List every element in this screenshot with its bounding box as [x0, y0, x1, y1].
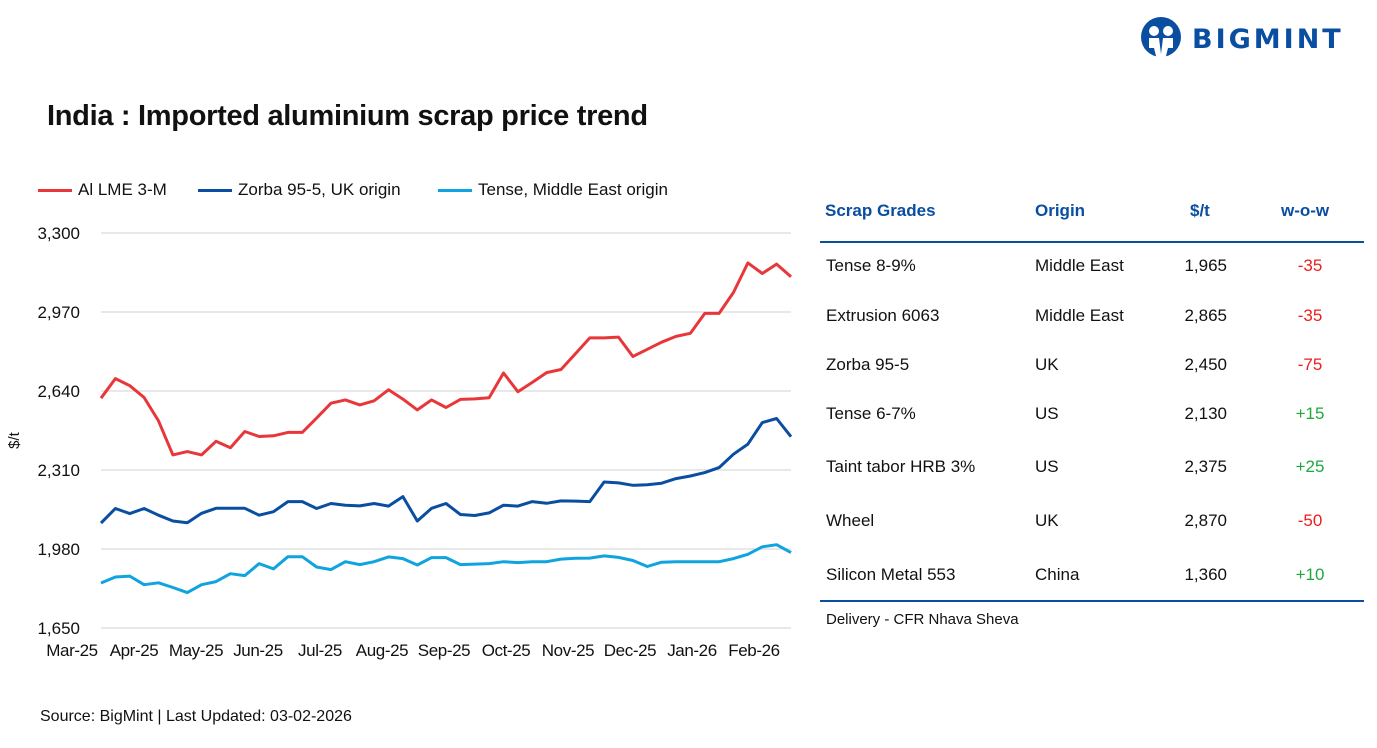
x-tick-label: Sep-25 — [418, 641, 470, 660]
grade-cell: Wheel — [826, 511, 875, 530]
x-tick-label: Jun-25 — [233, 641, 283, 660]
header-divider — [820, 241, 1364, 243]
y-tick-label: 1,980 — [37, 540, 80, 559]
grade-cell: Tense 6-7% — [826, 404, 916, 423]
legend-label: Zorba 95-5, UK origin — [238, 180, 401, 199]
scrap-price-table: Scrap Grades Origin $/t w-o-w Tense 8-9%… — [820, 190, 1364, 610]
price-cell: 2,450 — [1184, 355, 1227, 374]
price-cell: 2,865 — [1184, 306, 1227, 325]
legend-item-zorba: Zorba 95-5, UK origin — [198, 180, 401, 200]
header-wow: w-o-w — [1281, 201, 1330, 220]
grade-cell: Zorba 95-5 — [826, 355, 910, 374]
origin-cell: Middle East — [1035, 306, 1124, 325]
y-axis-label: $/t — [6, 431, 23, 449]
grade-cell: Silicon Metal 553 — [826, 565, 956, 584]
price-cell: 1,965 — [1184, 256, 1227, 275]
origin-cell: UK — [1035, 355, 1059, 374]
series-line-al-lme — [99, 261, 792, 457]
y-tick-label: 3,300 — [37, 224, 80, 243]
x-tick-label: Mar-25 — [46, 641, 97, 660]
x-tick-label: May-25 — [169, 641, 223, 660]
grade-cell: Extrusion 6063 — [826, 306, 940, 325]
wow-cell: +15 — [1295, 404, 1325, 423]
table-bottom-divider — [820, 600, 1364, 602]
series-line-zorba — [99, 417, 793, 525]
header-grade: Scrap Grades — [825, 201, 936, 220]
legend-item-al-lme: Al LME 3-M — [38, 180, 167, 200]
x-tick-label: Apr-25 — [110, 641, 159, 660]
legend-swatch — [38, 188, 72, 192]
grade-cell: Tense 8-9% — [826, 256, 916, 275]
price-cell: 2,870 — [1184, 511, 1227, 530]
wow-cell: -75 — [1297, 355, 1323, 374]
wow-cell: -35 — [1297, 306, 1323, 325]
legend-label: Al LME 3-M — [78, 180, 167, 199]
y-tick-label: 2,640 — [37, 382, 80, 401]
series-line-tense — [100, 543, 792, 595]
y-tick-label: 1,650 — [37, 619, 80, 638]
x-tick-label: Oct-25 — [482, 641, 531, 660]
grade-cell: Taint tabor HRB 3% — [826, 457, 976, 476]
x-tick-label: Jan-26 — [667, 641, 717, 660]
bigmint-logo: BIGMINT — [1140, 16, 1344, 62]
header-price: $/t — [1190, 201, 1210, 220]
origin-cell: US — [1035, 404, 1059, 423]
x-tick-label: Feb-26 — [728, 641, 779, 660]
price-trend-chart: 3,300 2,970 2,640 2,310 1,980 1,650 $/t Mar-25 A… — [6, 224, 793, 660]
wow-cell: +10 — [1295, 565, 1325, 584]
page-title: India : Imported aluminium scrap price t… — [47, 100, 648, 132]
y-tick-label: 2,310 — [37, 461, 80, 480]
logo-text: BIGMINT — [1192, 23, 1344, 55]
header-origin: Origin — [1035, 201, 1086, 220]
bigmint-logo-icon — [1141, 17, 1181, 60]
origin-cell: China — [1035, 565, 1080, 584]
source-note: Source: BigMint | Last Updated: 03-02-20… — [40, 708, 352, 725]
price-cell: 2,130 — [1184, 404, 1227, 423]
legend-item-tense: Tense, Middle East origin — [438, 180, 668, 200]
x-tick-label: Nov-25 — [542, 641, 594, 660]
origin-cell: UK — [1035, 511, 1059, 530]
delivery-note: Delivery - CFR Nhava Sheva — [826, 611, 1019, 628]
legend-label: Tense, Middle East origin — [478, 180, 668, 199]
origin-cell: Middle East — [1035, 256, 1124, 275]
wow-cell: -35 — [1297, 256, 1323, 275]
y-tick-label: 2,970 — [37, 303, 80, 322]
x-tick-label: Dec-25 — [604, 641, 656, 660]
origin-cell: US — [1035, 457, 1059, 476]
x-tick-label: Aug-25 — [356, 641, 408, 660]
price-cell: 1,360 — [1184, 565, 1227, 584]
wow-cell: -50 — [1297, 511, 1323, 530]
x-tick-label: Jul-25 — [298, 641, 342, 660]
price-cell: 2,375 — [1184, 457, 1227, 476]
wow-cell: +25 — [1295, 457, 1325, 476]
legend-swatch — [198, 188, 232, 192]
legend-swatch — [438, 188, 472, 192]
